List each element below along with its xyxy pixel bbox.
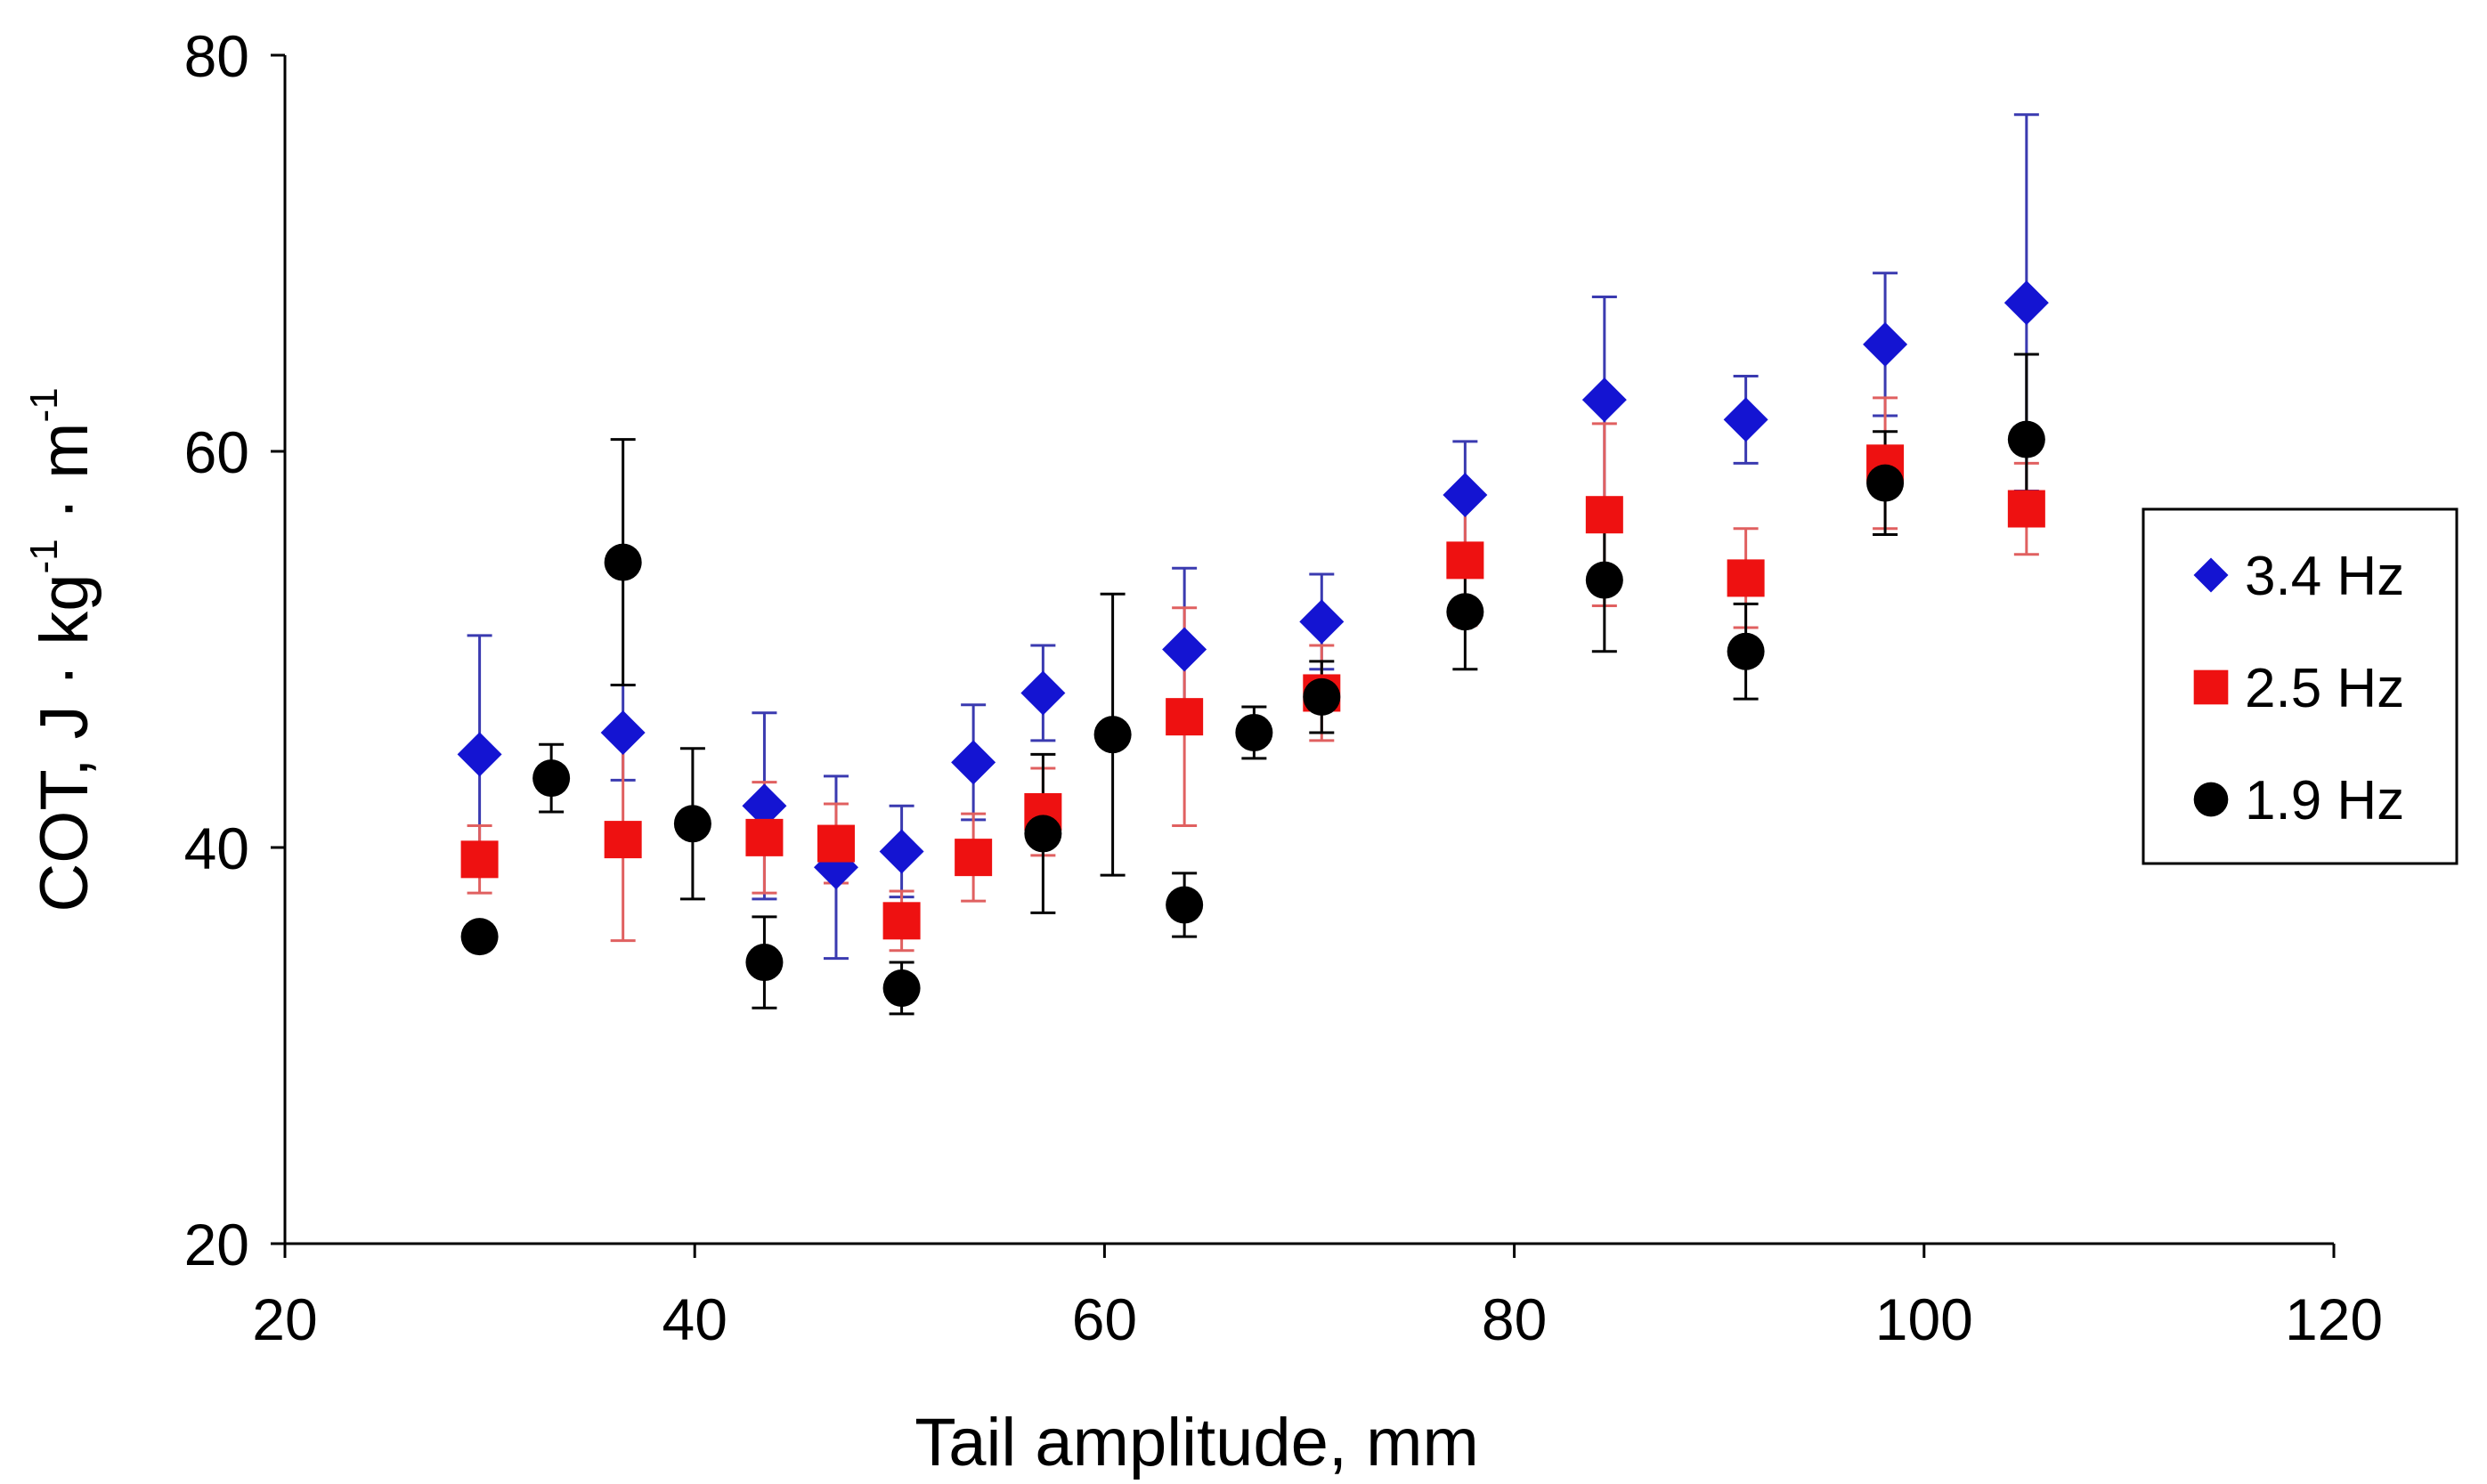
data-markers <box>457 280 2049 1007</box>
legend-marker-square <box>2193 669 2229 705</box>
x-tick-label: 20 <box>252 1286 317 1352</box>
data-point-circle <box>1235 713 1273 751</box>
data-point-circle <box>1024 815 1062 853</box>
x-tick-label: 80 <box>1482 1286 1547 1352</box>
y-axis-title-mid: · m <box>27 423 102 539</box>
data-point-diamond <box>2003 280 2049 326</box>
y-tick-label: 40 <box>184 815 249 881</box>
data-point-square <box>882 902 921 940</box>
data-point-diamond <box>1723 397 1768 442</box>
y-axis-title-exp2: -1 <box>22 387 66 422</box>
data-point-circle <box>745 944 784 982</box>
legend-label: 1.9 Hz <box>2245 770 2404 831</box>
y-tick-label: 60 <box>184 419 249 485</box>
legend-marker-circle <box>2193 782 2229 817</box>
data-point-diamond <box>600 710 646 755</box>
svg-text:COT, J · kg-1 · m-1: COT, J · kg-1 · m-1 <box>22 387 102 912</box>
x-axis-title: Tail amplitude, mm <box>914 1405 1479 1480</box>
data-point-circle <box>2007 420 2045 458</box>
data-point-diamond <box>1581 377 1627 423</box>
data-point-diamond <box>951 740 996 785</box>
data-point-diamond <box>742 783 787 829</box>
data-point-circle <box>673 805 711 843</box>
data-point-diamond <box>1443 472 1488 517</box>
x-tick-label: 40 <box>662 1286 727 1352</box>
y-tick-label: 20 <box>184 1212 249 1277</box>
data-point-square <box>460 840 499 879</box>
data-point-diamond <box>1299 599 1345 645</box>
error-bars <box>467 113 2039 1016</box>
data-point-circle <box>1585 561 1623 599</box>
data-point-diamond <box>1162 627 1207 672</box>
data-point-square <box>817 824 855 863</box>
data-point-circle <box>1866 464 1905 502</box>
data-point-circle <box>532 759 571 798</box>
legend-label: 2.5 Hz <box>2245 658 2404 719</box>
legend-items: 3.4 Hz 2.5 Hz 1.9 Hz <box>2193 546 2404 831</box>
axes <box>283 55 2334 1245</box>
data-point-circle <box>1303 677 1341 716</box>
data-point-square <box>1727 559 1765 597</box>
data-point-circle <box>1093 716 1132 754</box>
data-point-circle <box>1727 632 1765 670</box>
data-point-square <box>1585 496 1623 534</box>
y-tick-label: 80 <box>184 23 249 89</box>
data-point-diamond <box>457 732 502 777</box>
y-axis-title-exp1: -1 <box>22 539 66 573</box>
data-point-diamond <box>879 829 924 874</box>
x-tick-label: 120 <box>2285 1286 2383 1352</box>
legend-marker-diamond <box>2193 557 2229 593</box>
ticks: 20 40 60 80 100 120 20 40 60 80 <box>184 23 2383 1352</box>
data-point-square <box>1166 698 1204 736</box>
data-point-square <box>2007 490 2045 528</box>
y-axis-title: COT, J · kg-1 · m-1 <box>22 387 102 912</box>
x-tick-label: 100 <box>1875 1286 1973 1352</box>
x-tick-label: 60 <box>1072 1286 1137 1352</box>
data-point-circle <box>882 969 921 1007</box>
legend-item: 3.4 Hz <box>2193 546 2404 607</box>
data-point-diamond <box>1863 321 1908 367</box>
data-point-circle <box>1166 886 1204 924</box>
legend-label: 3.4 Hz <box>2245 546 2404 607</box>
data-point-circle <box>604 543 642 581</box>
data-point-circle <box>460 918 499 956</box>
legend-item: 1.9 Hz <box>2193 770 2404 831</box>
data-point-diamond <box>1020 670 1066 716</box>
y-axis-title-main: COT, J · kg <box>27 574 102 912</box>
legend: 3.4 Hz 2.5 Hz 1.9 Hz <box>2142 507 2459 865</box>
data-point-square <box>1446 541 1484 580</box>
data-point-square <box>604 821 642 859</box>
data-point-circle <box>1446 593 1484 631</box>
data-point-square <box>955 839 993 877</box>
legend-item: 2.5 Hz <box>2193 658 2404 719</box>
data-point-square <box>745 818 784 856</box>
